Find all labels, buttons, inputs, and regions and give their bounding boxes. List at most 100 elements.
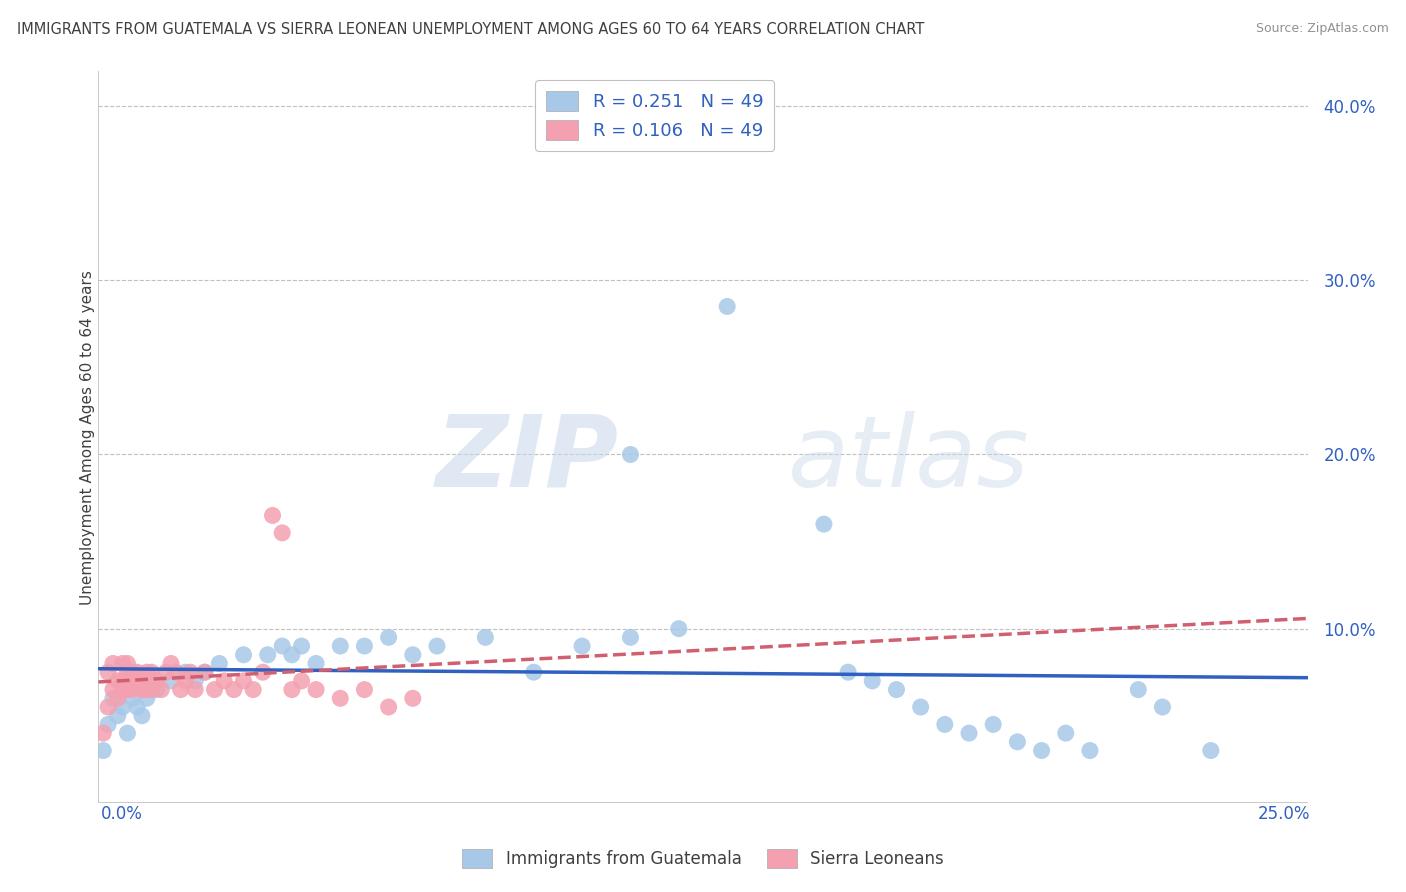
Point [111, 700, 134, 714]
Point [242, 682, 264, 697]
Text: ZIP: ZIP [436, 410, 619, 508]
Legend: R = 0.251   N = 49, R = 0.106   N = 49: R = 0.251 N = 49, R = 0.106 N = 49 [536, 80, 775, 151]
Point [353, 682, 375, 697]
Point [981, 717, 1004, 731]
Point [1007, 735, 1029, 749]
Point [523, 665, 546, 680]
Point [290, 673, 312, 688]
Point [353, 639, 375, 653]
Point [329, 691, 352, 706]
Point [886, 682, 908, 697]
Point [1054, 726, 1077, 740]
Text: atlas: atlas [787, 410, 1029, 508]
Point [127, 665, 149, 680]
Point [305, 682, 328, 697]
Point [212, 673, 235, 688]
Point [179, 665, 201, 680]
Point [97, 665, 120, 680]
Point [169, 682, 191, 697]
Point [174, 673, 197, 688]
Point [117, 682, 139, 697]
Point [97, 717, 120, 731]
Point [305, 657, 328, 671]
Point [121, 682, 143, 697]
Point [107, 708, 129, 723]
Point [619, 631, 641, 645]
Point [402, 691, 425, 706]
Point [121, 691, 143, 706]
Point [91, 726, 114, 740]
Point [1128, 682, 1150, 697]
Point [101, 691, 124, 706]
Point [290, 639, 312, 653]
Point [111, 657, 134, 671]
Point [174, 665, 197, 680]
Point [271, 525, 294, 540]
Point [160, 657, 183, 671]
Point [329, 639, 352, 653]
Point [957, 726, 980, 740]
Point [135, 691, 157, 706]
Point [165, 665, 187, 680]
Point [131, 708, 153, 723]
Point [97, 700, 120, 714]
Point [127, 673, 149, 688]
Point [135, 682, 157, 697]
Point [668, 622, 690, 636]
Point [377, 700, 399, 714]
Point [150, 682, 173, 697]
Point [281, 682, 304, 697]
Point [127, 700, 149, 714]
Point [813, 517, 835, 532]
Point [121, 665, 143, 680]
Point [1078, 743, 1101, 757]
Point [402, 648, 425, 662]
Point [111, 682, 134, 697]
Point [141, 665, 163, 680]
Point [1152, 700, 1174, 714]
Point [107, 691, 129, 706]
Point [232, 673, 254, 688]
Point [281, 648, 304, 662]
Point [837, 665, 859, 680]
Point [117, 665, 139, 680]
Point [222, 682, 245, 697]
Point [1031, 743, 1053, 757]
Point [91, 743, 114, 757]
Point [262, 508, 284, 523]
Text: Source: ZipAtlas.com: Source: ZipAtlas.com [1256, 22, 1389, 36]
Point [271, 639, 294, 653]
Point [252, 665, 274, 680]
Point [135, 665, 157, 680]
Point [160, 673, 183, 688]
Point [111, 673, 134, 688]
Point [184, 682, 207, 697]
Point [121, 673, 143, 688]
Text: IMMIGRANTS FROM GUATEMALA VS SIERRA LEONEAN UNEMPLOYMENT AMONG AGES 60 TO 64 YEA: IMMIGRANTS FROM GUATEMALA VS SIERRA LEON… [17, 22, 924, 37]
Point [145, 673, 167, 688]
Point [194, 665, 217, 680]
Point [619, 448, 641, 462]
Point [204, 682, 226, 697]
Point [145, 682, 167, 697]
Point [232, 648, 254, 662]
Point [474, 631, 496, 645]
Point [426, 639, 449, 653]
Point [131, 673, 153, 688]
Point [184, 673, 207, 688]
Point [107, 673, 129, 688]
Point [117, 657, 139, 671]
Point [1199, 743, 1222, 757]
Point [377, 631, 399, 645]
Point [101, 657, 124, 671]
Point [571, 639, 593, 653]
Point [934, 717, 956, 731]
Legend: Immigrants from Guatemala, Sierra Leoneans: Immigrants from Guatemala, Sierra Leonea… [456, 843, 950, 875]
Y-axis label: Unemployment Among Ages 60 to 64 years: Unemployment Among Ages 60 to 64 years [80, 269, 94, 605]
Point [910, 700, 932, 714]
Point [141, 682, 163, 697]
Point [101, 682, 124, 697]
Point [860, 673, 883, 688]
Text: 25.0%: 25.0% [1258, 805, 1310, 822]
Text: 0.0%: 0.0% [101, 805, 143, 822]
